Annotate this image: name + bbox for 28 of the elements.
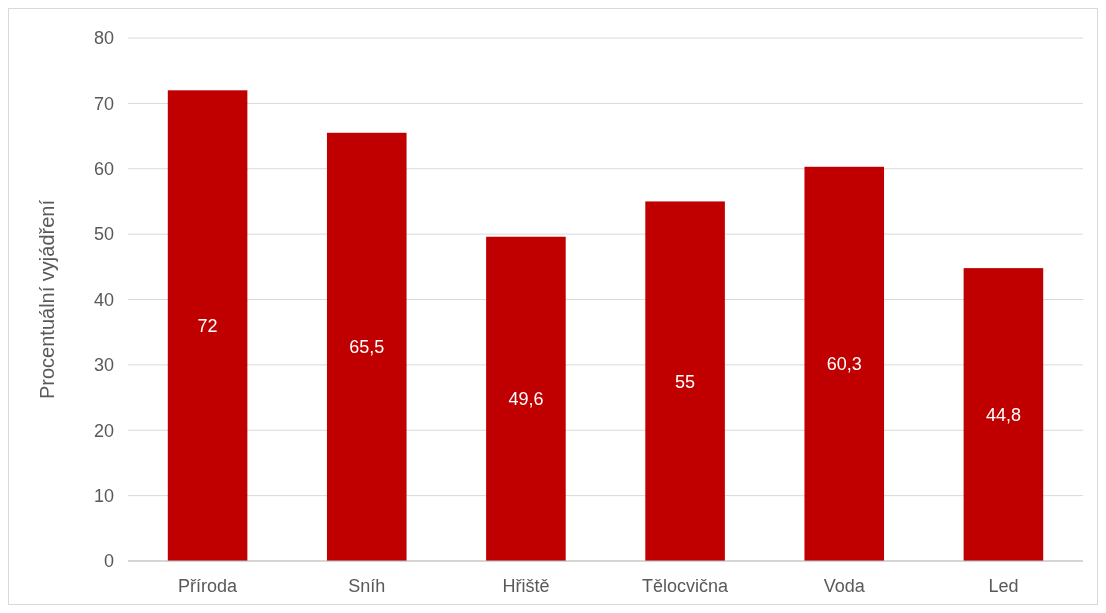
y-tick-label: 0 (103, 551, 114, 572)
x-tick-label: Příroda (178, 576, 239, 596)
y-tick-label: 30 (93, 355, 114, 376)
data-label: 65,5 (349, 337, 385, 358)
y-tick-label: 50 (93, 224, 114, 245)
bar (486, 236, 566, 561)
data-label: 49,6 (508, 389, 544, 410)
y-tick-label: 10 (93, 485, 114, 506)
bar (804, 166, 885, 561)
y-axis-title: Procentuální vyjádření (36, 199, 58, 400)
data-label: 55 (675, 371, 696, 392)
bar (963, 268, 1044, 561)
bar (645, 201, 725, 561)
y-tick-label: 40 (93, 289, 114, 310)
y-tick-label: 80 (93, 28, 114, 49)
bar (167, 90, 248, 561)
data-label: 44,8 (985, 404, 1021, 425)
y-tick-label: 20 (93, 420, 114, 441)
x-tick-label: Sníh (348, 576, 386, 596)
x-tick-label: Tělocvična (642, 576, 730, 596)
bar (326, 132, 407, 561)
x-tick-label: Led (988, 576, 1019, 596)
x-tick-label: Hřiště (502, 576, 550, 596)
y-tick-label: 70 (93, 93, 114, 114)
y-tick-label: 60 (93, 159, 114, 180)
data-label: 72 (197, 315, 218, 336)
data-label: 60,3 (826, 354, 862, 375)
x-tick-label: Voda (823, 576, 866, 596)
